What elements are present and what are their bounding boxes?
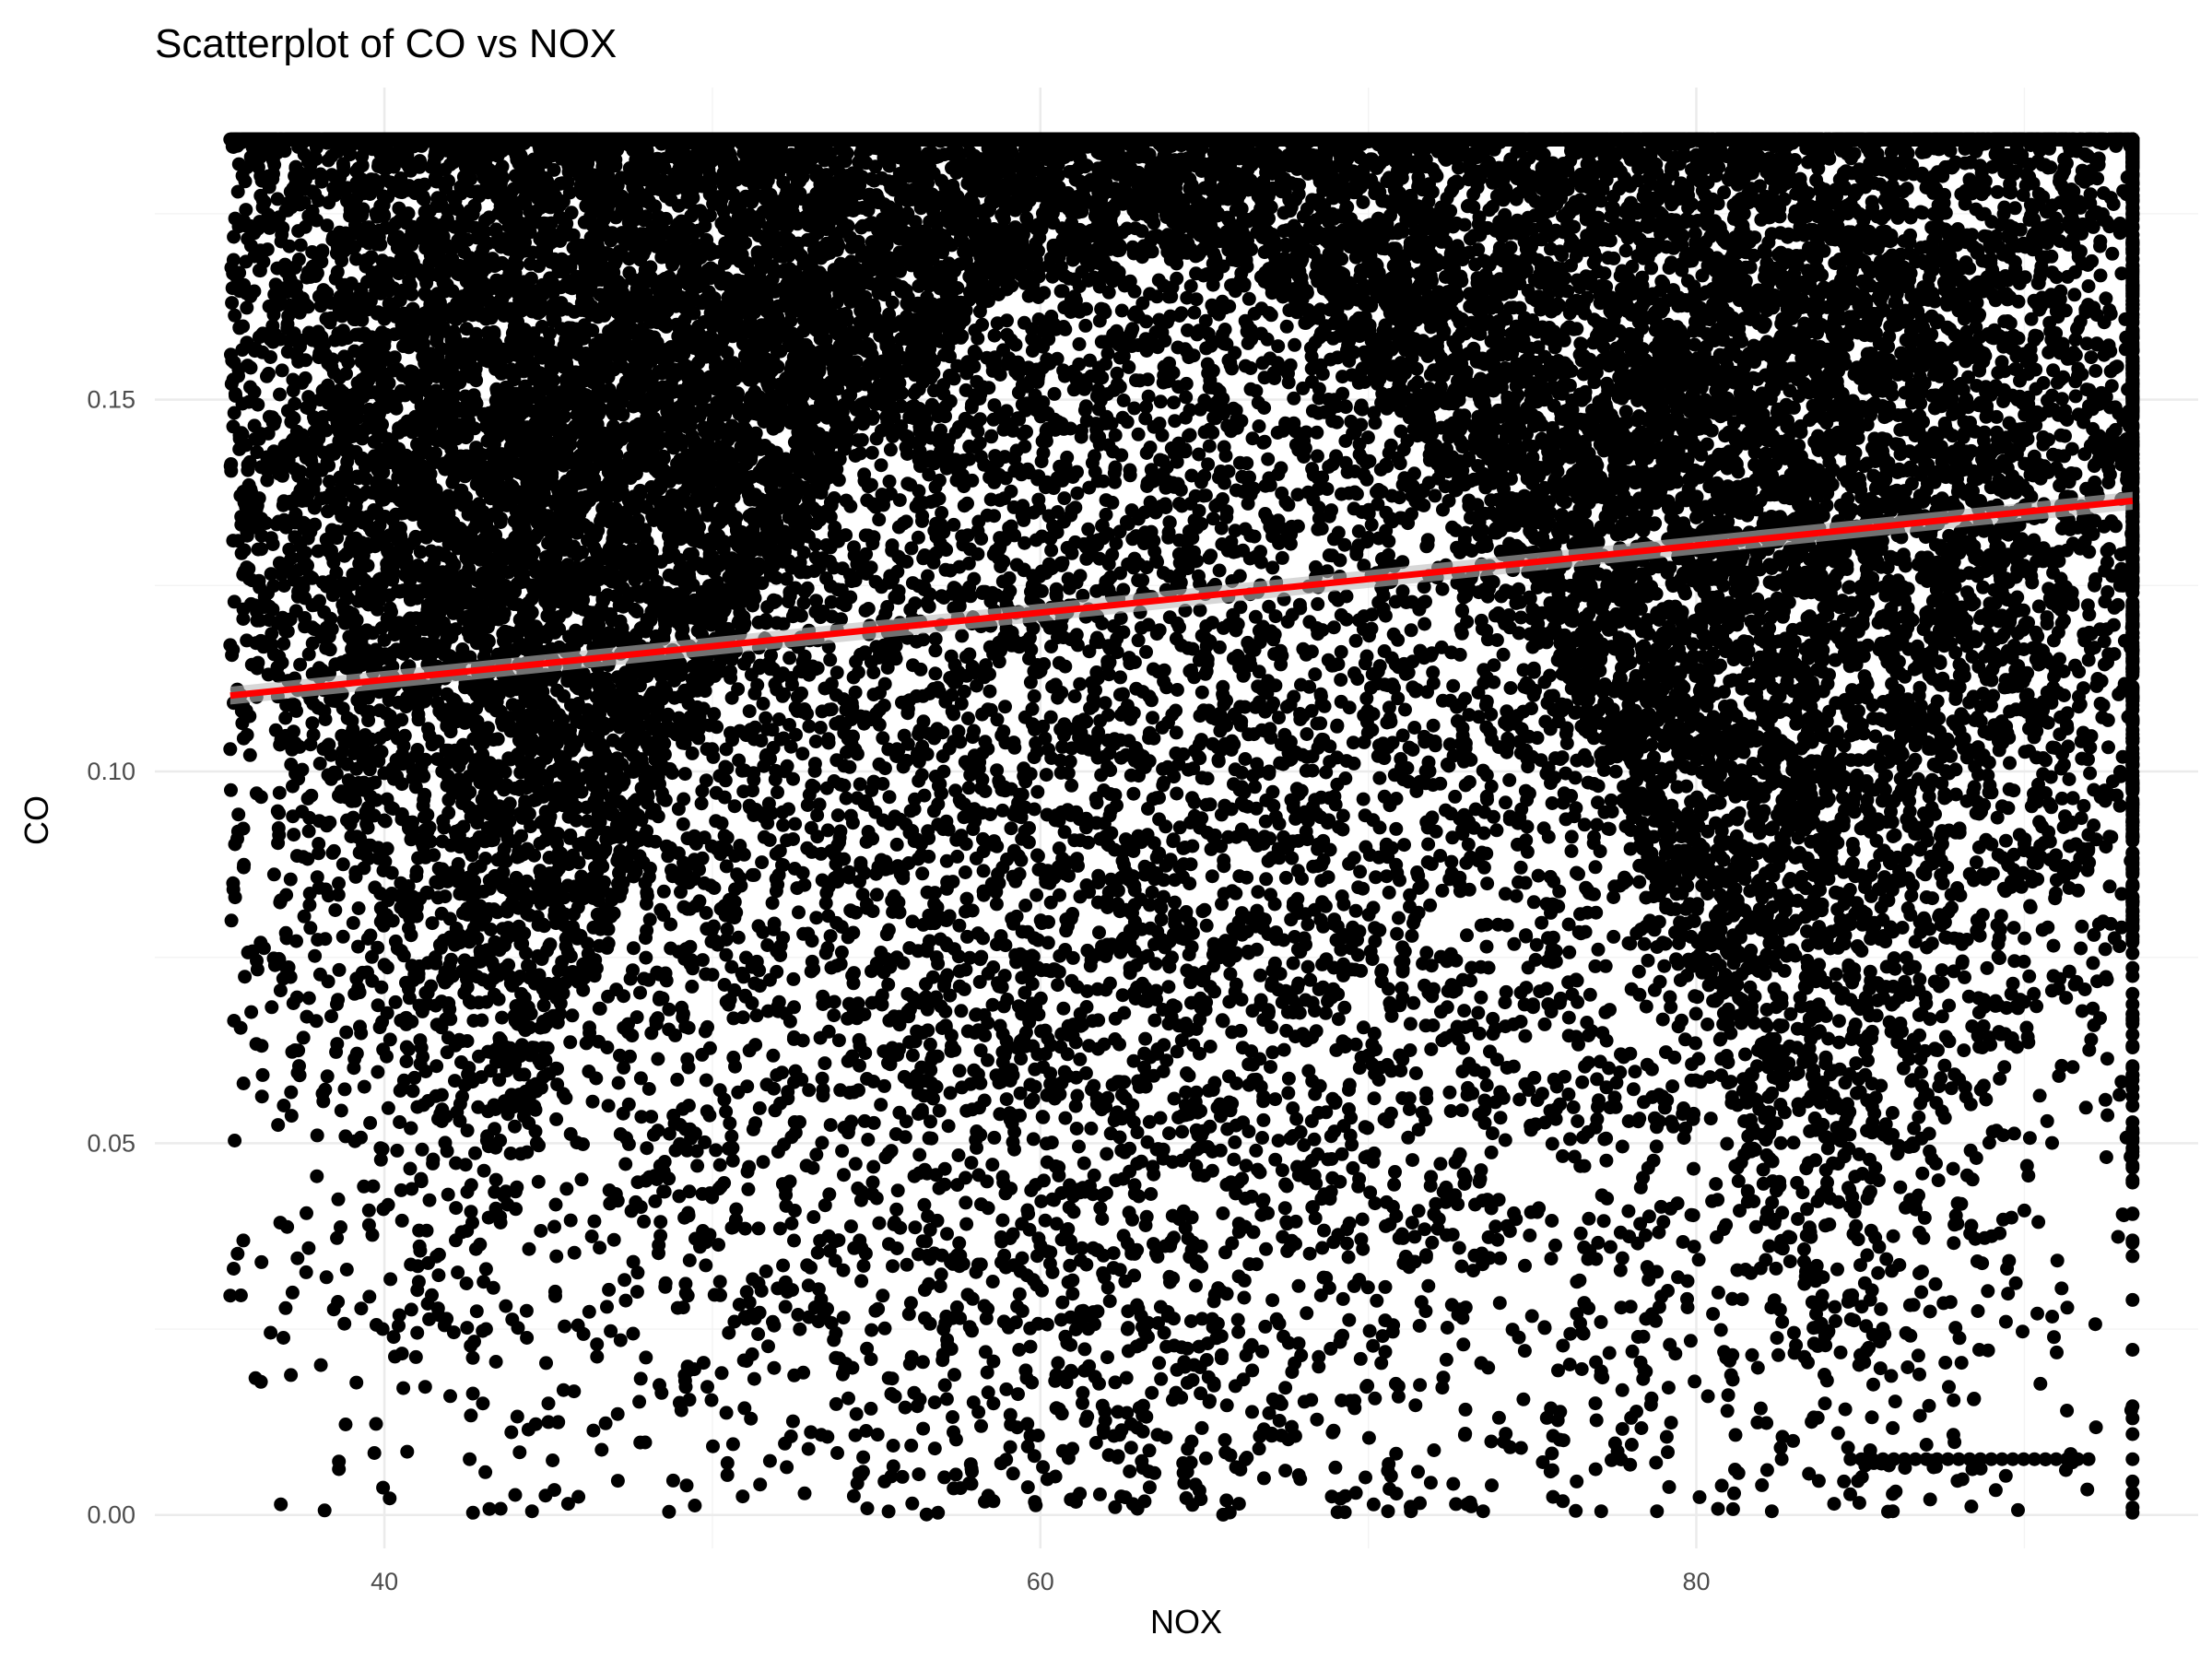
scatter-point — [337, 1316, 352, 1331]
scatter-point — [632, 1394, 647, 1409]
scatter-point — [451, 1265, 465, 1280]
scatter-point — [271, 821, 286, 835]
scatter-point — [272, 785, 287, 800]
scatter-point — [558, 1319, 572, 1334]
scatter-point — [274, 1497, 288, 1512]
scatter-point — [998, 700, 1012, 714]
scatter-point — [383, 1272, 398, 1287]
scatter-point — [317, 1503, 332, 1518]
scatter-point — [939, 853, 954, 868]
scatter-point — [426, 1152, 441, 1167]
scatter-point — [249, 786, 264, 801]
scatter-point — [287, 828, 301, 842]
scatter-point — [1308, 667, 1323, 682]
scatter-point — [227, 1262, 241, 1276]
scatter-point — [665, 1473, 680, 1488]
scatter-point — [418, 787, 432, 802]
scatter-point — [1140, 1135, 1155, 1149]
scatter-point — [1397, 838, 1411, 853]
scatter-point — [283, 872, 298, 887]
scatter-point — [300, 1206, 313, 1220]
scatter-point — [284, 1085, 299, 1100]
scatter-point — [626, 1326, 641, 1341]
scatter-point — [313, 1358, 328, 1372]
scatter-point — [856, 1258, 871, 1273]
scatter-point — [351, 901, 366, 915]
scatter-point — [314, 174, 329, 189]
scatter-point — [1259, 872, 1274, 887]
scatter-point — [882, 790, 897, 805]
scatter-point — [1065, 778, 1079, 793]
scatter-point — [270, 192, 285, 206]
scatter-point — [394, 1213, 409, 1228]
scatter-point — [719, 1406, 734, 1420]
scatter-point — [339, 1025, 354, 1040]
scatter-point — [321, 153, 335, 168]
scatter-point — [284, 1368, 299, 1382]
scatter-point — [495, 1010, 510, 1025]
scatter-point — [280, 1219, 295, 1234]
scatter-point — [231, 807, 246, 822]
scatter-point — [363, 1115, 378, 1130]
scatter-point — [961, 781, 976, 795]
scatter-point — [301, 824, 316, 839]
scatter-point — [1288, 337, 1302, 352]
scatter-point — [1348, 903, 1363, 918]
scatter-point — [278, 1300, 293, 1315]
scatter-point — [950, 849, 965, 864]
scatter-point — [312, 757, 327, 771]
scatter-point — [244, 1005, 259, 1019]
scatter-point — [240, 300, 254, 315]
scatter-point — [362, 1289, 377, 1304]
scatter-point — [386, 1330, 401, 1345]
scatter-point — [418, 1380, 432, 1394]
scatter-point — [912, 1467, 926, 1482]
scatter-point — [674, 885, 688, 900]
scatter-point — [236, 1077, 251, 1090]
scatter-point — [810, 808, 825, 823]
scatter-point — [296, 1030, 311, 1045]
scatter-point — [261, 366, 276, 381]
scatter-point — [776, 1258, 791, 1273]
scatter-point — [565, 1008, 580, 1023]
scatter-points — [223, 132, 2140, 1522]
scatter-point — [301, 1241, 316, 1255]
scatter-point — [334, 1103, 348, 1118]
